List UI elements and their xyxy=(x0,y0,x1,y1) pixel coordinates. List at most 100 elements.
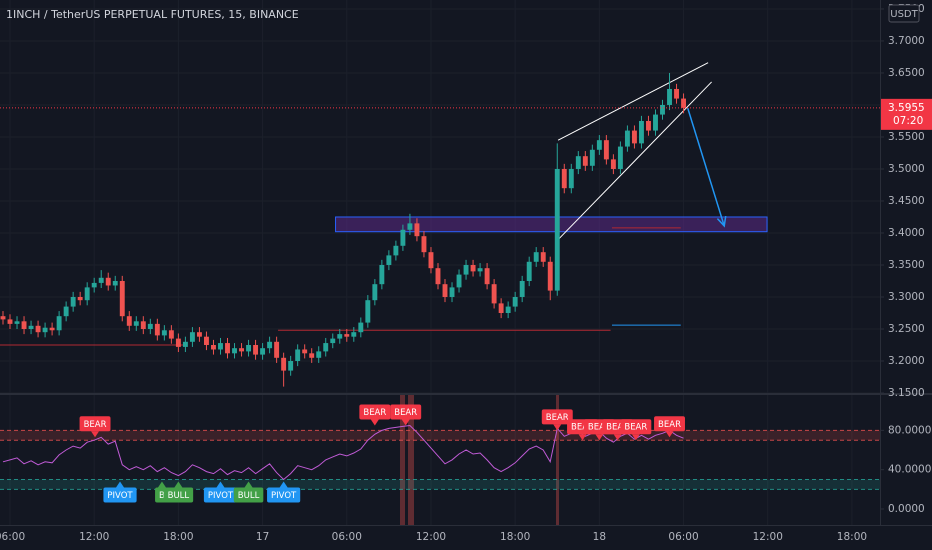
candle-body xyxy=(596,140,602,150)
signal-pointer xyxy=(401,419,410,426)
candle-body xyxy=(435,268,441,285)
candle-body xyxy=(0,316,6,320)
candle-body xyxy=(603,140,609,160)
candle-body xyxy=(681,98,687,108)
y-tick-label: 3.2500 xyxy=(888,323,925,335)
x-tick-label: 12:00 xyxy=(753,531,783,543)
candle-body xyxy=(646,120,651,131)
candle-body xyxy=(203,336,209,345)
signal-box xyxy=(79,416,111,432)
candle-body xyxy=(63,306,69,317)
last-price-label: 3.5955 xyxy=(888,102,925,114)
y-tick-label: 3.1500 xyxy=(888,387,925,399)
signal-text: BULL xyxy=(238,491,260,501)
indicator-y-tick-label: 0.0000 xyxy=(888,503,925,515)
candle-body xyxy=(407,223,413,230)
signal-text: BEAR xyxy=(658,420,681,430)
signal-pointer xyxy=(370,419,379,426)
signal-label: BULL xyxy=(233,481,264,503)
candle-body xyxy=(274,341,280,358)
signal-box xyxy=(359,404,391,420)
candle-body xyxy=(568,168,574,189)
signal-label: BULL xyxy=(163,481,194,503)
candle-body xyxy=(519,280,525,297)
signal-pointer xyxy=(216,481,225,488)
x-tick-label: 18:00 xyxy=(837,531,867,543)
x-tick-label: 12:00 xyxy=(79,531,109,543)
candle-body xyxy=(372,284,378,301)
band xyxy=(0,430,880,441)
x-tick-label: 18:00 xyxy=(163,531,193,543)
currency: USDT xyxy=(890,9,918,20)
signal-label: BEAR xyxy=(541,409,573,431)
countdown: 07:20 xyxy=(893,115,923,127)
signal-label: BEAR xyxy=(390,404,422,426)
arrow-head xyxy=(716,215,727,228)
candle-body xyxy=(91,282,97,288)
candle-body xyxy=(631,130,637,144)
signal-text: BEAR xyxy=(571,423,594,433)
signal-text: BEAR xyxy=(606,423,629,433)
signal-text: BEAR xyxy=(84,420,107,430)
signal-label: PIVOT xyxy=(267,481,301,503)
signal-label: PIVOT xyxy=(203,481,238,503)
candle-body xyxy=(463,264,469,275)
signal-pointer xyxy=(174,481,183,488)
signal-pointer xyxy=(631,434,640,441)
candle-body xyxy=(189,332,195,342)
signal-box xyxy=(233,487,264,503)
candle-body xyxy=(218,343,223,350)
candle-body xyxy=(28,325,34,329)
candle-body xyxy=(42,327,48,333)
candle-body xyxy=(168,330,174,339)
signal-box xyxy=(267,487,301,503)
arrow xyxy=(687,107,725,227)
candle-body xyxy=(7,319,13,324)
highlight-strip xyxy=(556,395,559,525)
candle-body xyxy=(365,300,371,323)
candle-body xyxy=(70,296,76,307)
signal-box xyxy=(620,419,652,435)
candle-body xyxy=(267,341,273,349)
candle-body xyxy=(309,353,315,358)
x-tick-label: 12:00 xyxy=(416,531,446,543)
candle-body xyxy=(351,332,357,337)
grid xyxy=(0,0,880,525)
x-tick-label: 06:00 xyxy=(668,531,698,543)
signal-text: B xyxy=(159,491,165,501)
highlight-strip xyxy=(408,395,414,525)
candle-body xyxy=(21,321,27,329)
signal-box xyxy=(203,487,238,503)
last-price-box xyxy=(881,98,932,130)
signal-pointer xyxy=(279,481,288,488)
zone xyxy=(335,216,768,233)
candle-body xyxy=(161,330,167,336)
signal-text: BEAR xyxy=(363,408,386,418)
signal-label: BEAR xyxy=(620,419,652,441)
candle-body xyxy=(246,344,252,352)
trend-line xyxy=(555,81,712,243)
candle-body xyxy=(211,344,216,350)
candle-body xyxy=(638,120,644,144)
x-tick-label: 18:00 xyxy=(500,531,530,543)
candle-body xyxy=(512,296,518,307)
signal-text: BEAR xyxy=(624,423,647,433)
candle-body xyxy=(505,306,511,313)
candle-body xyxy=(589,149,595,166)
candle-body xyxy=(196,332,202,337)
candle-body xyxy=(140,321,146,329)
signal-label: BEAR xyxy=(654,416,685,438)
axes: 3.1500 3.2000 3.2500 3.3000 3.3500 3.4000 3.45… xyxy=(0,3,932,543)
candle-body xyxy=(667,88,672,105)
candle-body xyxy=(498,303,504,313)
x-tick-label: 18 xyxy=(593,531,606,543)
candle-body xyxy=(119,280,125,317)
y-tick-label: 3.3500 xyxy=(888,259,925,271)
candle-body xyxy=(225,343,230,354)
candle-body xyxy=(133,321,139,326)
candle-body xyxy=(84,287,90,301)
y-tick-label: 3.2000 xyxy=(888,355,925,367)
signal-box xyxy=(541,409,573,425)
candle-body xyxy=(330,338,336,344)
